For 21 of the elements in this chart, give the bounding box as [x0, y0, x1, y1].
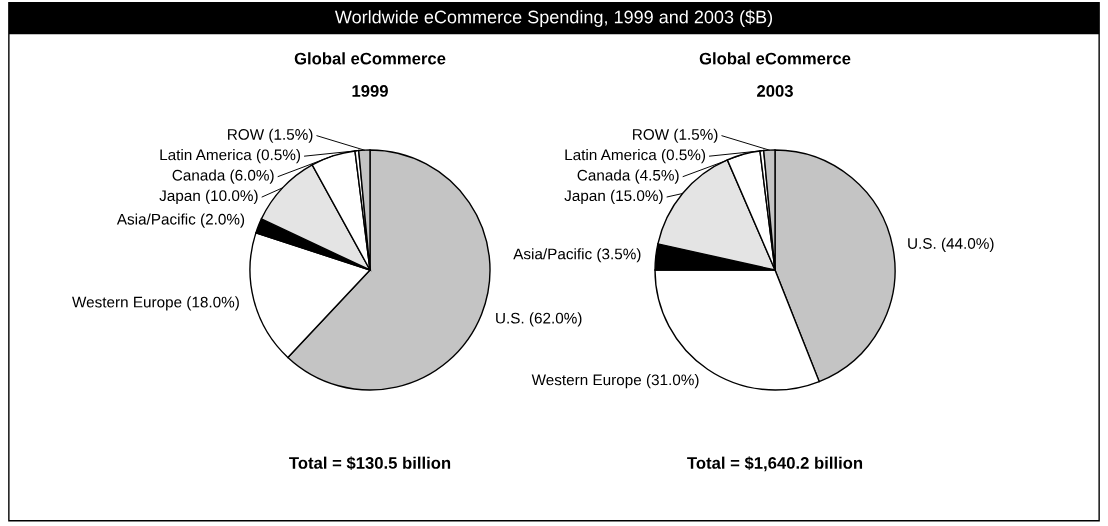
slice-label: Western Europe (31.0%) — [531, 374, 699, 389]
slice-label: Asia/Pacific (2.0%) — [116, 213, 245, 228]
text: Total = $1,640.2 billion — [687, 456, 863, 472]
slice-label: U.S. (62.0%) — [496, 312, 582, 327]
slice-label: Latin America (0.5%) — [160, 149, 301, 164]
slice-label: Western Europe (18.0%) — [72, 296, 239, 311]
chart-title: Global eCommerce — [699, 52, 851, 65]
slice-label: Japan (15.0%) — [564, 189, 663, 205]
chart-title: Global eCommerce — [294, 52, 446, 65]
slice-label: ROW (1.5%) — [633, 128, 718, 143]
slice-label: Japan (10.0%) — [159, 189, 258, 205]
text: Worldwide eCommerce Spending, 1999 and 2003 ($B) — [334, 9, 773, 27]
slice-label: Canada (6.0%) — [172, 169, 274, 184]
slice-label: Canada (4.5%) — [577, 169, 679, 184]
chart-subtitle: 2003 — [757, 85, 793, 97]
slice-label: ROW (1.5%) — [228, 128, 313, 143]
chart-subtitle: 1999 — [352, 85, 388, 97]
text: Total = $130.5 billion — [289, 456, 451, 470]
slice-label: Latin America (0.5%) — [565, 149, 706, 164]
slice-label: U.S. (44.0%) — [908, 237, 994, 252]
slice-label: Asia/Pacific (3.5%) — [513, 248, 641, 263]
